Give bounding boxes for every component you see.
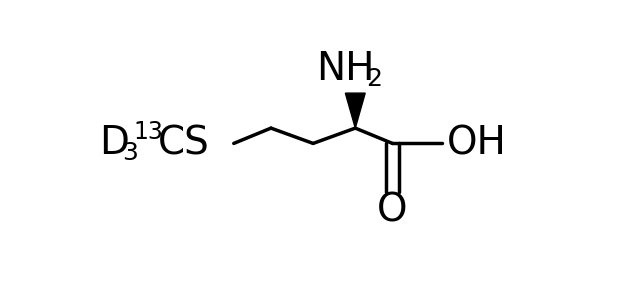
Text: O: O [377, 191, 408, 229]
Text: D: D [99, 124, 129, 162]
Polygon shape [346, 93, 365, 128]
Text: 2: 2 [365, 67, 381, 91]
Text: OH: OH [447, 124, 507, 162]
Text: NH: NH [316, 50, 374, 88]
Text: 3: 3 [122, 141, 138, 165]
Text: 13: 13 [134, 120, 163, 145]
Text: CS: CS [158, 124, 210, 162]
